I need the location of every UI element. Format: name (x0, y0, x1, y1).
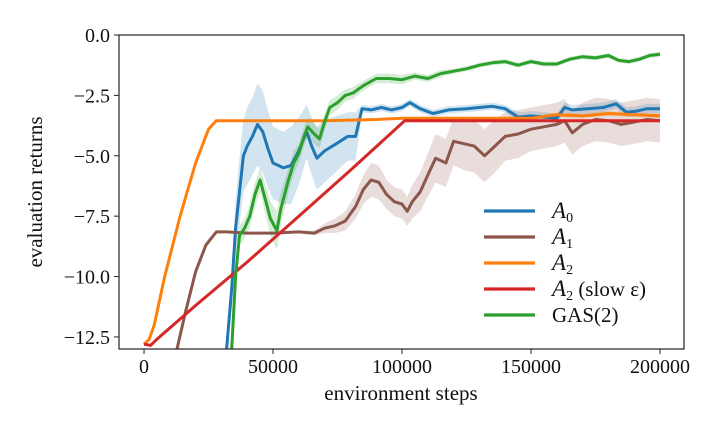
y-axis-ticks: 0.0 −2.5 −5.0 −7.5 −10.0 −12.5 (64, 25, 119, 349)
legend-item-0: A0 (484, 198, 573, 226)
y-tick-label: −12.5 (64, 327, 110, 349)
line-series-0 (225, 101, 660, 350)
line-series-2 (142, 112, 661, 346)
y-tick-label: 0.0 (85, 25, 110, 47)
legend-label: GAS(2) (552, 303, 619, 327)
y-tick-label: −5.0 (74, 146, 110, 168)
series-lines (142, 52, 661, 350)
legend-label: A1 (550, 224, 573, 252)
legend-label: A2 (slow ε) (550, 276, 646, 304)
x-axis-ticks: 0 50000 100000 150000 200000 (139, 349, 690, 378)
y-tick-label: −10.0 (64, 267, 110, 289)
y-tick-label: −7.5 (74, 206, 110, 228)
legend-label: A0 (550, 198, 573, 226)
x-tick-label: 150000 (501, 356, 561, 378)
y-tick-label: −2.5 (74, 85, 110, 107)
plot-frame (118, 34, 685, 350)
legend-item-1: A1 (484, 224, 573, 252)
legend-item-4: GAS(2) (484, 303, 619, 327)
legend-item-2: A2 (484, 250, 573, 278)
x-tick-label: 0 (139, 356, 149, 378)
legend-label: A2 (550, 250, 573, 278)
band-series-0 (226, 83, 661, 350)
y-axis-label: evaluation returns (23, 116, 47, 267)
x-tick-label: 200000 (630, 356, 690, 378)
x-tick-label: 100000 (372, 356, 432, 378)
x-tick-label: 50000 (248, 356, 298, 378)
x-axis-label: environment steps (324, 381, 477, 405)
legend-item-3: A2 (slow ε) (484, 276, 646, 304)
line-series-3 (143, 119, 660, 347)
line-series-4 (230, 52, 661, 350)
